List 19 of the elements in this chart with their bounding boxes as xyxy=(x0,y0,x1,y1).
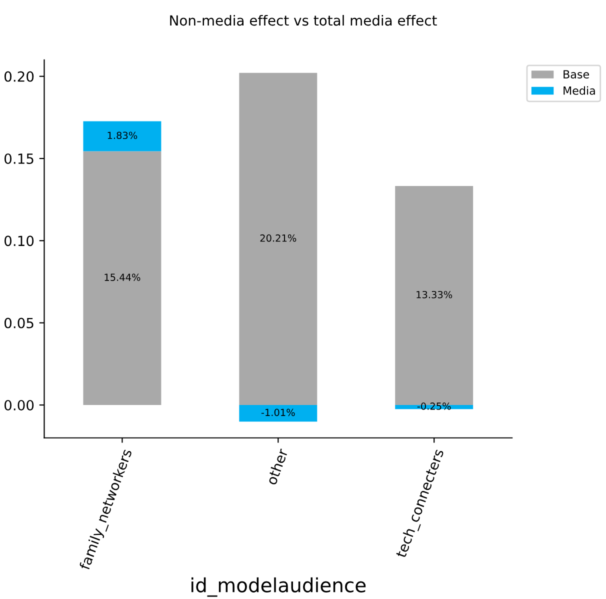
bar xyxy=(239,72,318,405)
bar xyxy=(83,151,162,405)
bar xyxy=(239,405,318,422)
legend-label: Media xyxy=(564,86,595,95)
x-tick-label: other xyxy=(266,448,288,486)
chart-title: Non-media effect vs total media effect xyxy=(170,14,437,26)
data-label: 15.44% xyxy=(104,274,140,281)
x-axis-title: id_modelaudience xyxy=(192,577,366,597)
y-tick-label: 0.15 xyxy=(4,153,34,164)
data-label: 1.83% xyxy=(108,132,138,140)
data-label: 20.21% xyxy=(260,234,296,242)
bar xyxy=(83,121,162,152)
data-label: 13.33% xyxy=(416,290,452,298)
legend-label: Base xyxy=(564,70,590,78)
data-label: -1.01% xyxy=(261,408,295,416)
y-tick-label: 0.20 xyxy=(4,71,34,82)
y-tick-label: 0.05 xyxy=(4,318,34,328)
y-tick-label: 0.10 xyxy=(4,236,34,246)
y-tick-label: 0.00 xyxy=(4,400,34,410)
